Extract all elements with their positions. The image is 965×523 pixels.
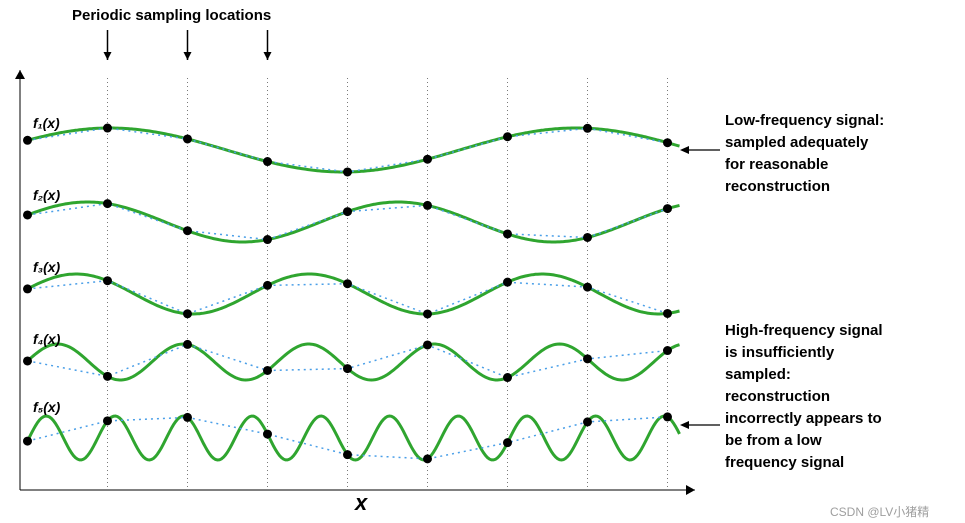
sample-point	[263, 281, 272, 290]
header-arrow-head	[184, 52, 192, 60]
annotation-text: be from a low	[725, 432, 822, 449]
row-label: f₂(x)	[33, 187, 60, 203]
sample-point	[183, 226, 192, 235]
sample-point	[23, 284, 32, 293]
sample-point	[583, 417, 592, 426]
signal-curve	[28, 128, 680, 172]
sample-point	[503, 373, 512, 382]
sample-point	[183, 340, 192, 349]
sample-point	[423, 155, 432, 164]
sample-point	[103, 276, 112, 285]
sample-point	[503, 278, 512, 287]
sample-point	[23, 210, 32, 219]
sample-point	[583, 283, 592, 292]
annotation-text: sampled adequately	[725, 134, 869, 151]
annotation-text: for reasonable	[725, 156, 828, 173]
sample-point	[343, 167, 352, 176]
signal-curve	[28, 416, 680, 460]
sample-point	[103, 416, 112, 425]
sample-point	[343, 450, 352, 459]
sample-point	[103, 372, 112, 381]
annotation-text: Low-frequency signal:	[725, 112, 884, 129]
sample-point	[663, 412, 672, 421]
annotation-text: incorrectly appears to	[725, 410, 882, 427]
annotation-text: is insufficiently	[725, 344, 835, 361]
sample-point	[183, 134, 192, 143]
signal-curve	[28, 202, 680, 242]
annotation-text: sampled:	[725, 366, 791, 383]
watermark: CSDN @LV小猪精	[830, 505, 929, 519]
x-axis-label: x	[354, 490, 368, 515]
sample-point	[103, 199, 112, 208]
annotation-text: reconstruction	[725, 178, 830, 195]
sample-point	[263, 235, 272, 244]
sample-point	[23, 437, 32, 446]
sample-point	[583, 124, 592, 133]
sample-point	[503, 438, 512, 447]
sample-point	[263, 366, 272, 375]
annotation-text: reconstruction	[725, 388, 830, 405]
row-label: f₅(x)	[33, 399, 61, 415]
sample-point	[423, 454, 432, 463]
annotation-text: frequency signal	[725, 454, 844, 471]
sample-point	[503, 229, 512, 238]
sample-point	[663, 309, 672, 318]
signal-curve	[28, 344, 680, 380]
sample-point	[583, 354, 592, 363]
annotation-arrow-head	[680, 146, 689, 154]
sample-point	[23, 356, 32, 365]
row-label: f₄(x)	[33, 331, 61, 347]
header-title: Periodic sampling locations	[72, 7, 271, 24]
row-label: f₃(x)	[33, 259, 61, 275]
sample-point	[343, 364, 352, 373]
sample-point	[663, 138, 672, 147]
sample-point	[503, 132, 512, 141]
annotation-arrow-head	[680, 421, 689, 429]
sample-point	[103, 124, 112, 133]
header-arrow-head	[104, 52, 112, 60]
sample-point	[263, 430, 272, 439]
sample-point	[423, 340, 432, 349]
x-axis-arrow	[686, 485, 695, 495]
signal-curve	[28, 274, 680, 314]
row-label: f₁(x)	[33, 115, 60, 131]
sample-point	[23, 136, 32, 145]
sample-point	[343, 207, 352, 216]
annotation-text: High-frequency signal	[725, 322, 883, 339]
sample-point	[663, 346, 672, 355]
y-axis-arrow	[15, 70, 25, 79]
header-arrow-head	[264, 52, 272, 60]
sample-point	[343, 279, 352, 288]
sample-point	[183, 413, 192, 422]
sample-point	[423, 309, 432, 318]
sample-point	[583, 233, 592, 242]
sample-point	[663, 204, 672, 213]
sample-point	[263, 157, 272, 166]
sample-point	[183, 309, 192, 318]
sample-point	[423, 201, 432, 210]
